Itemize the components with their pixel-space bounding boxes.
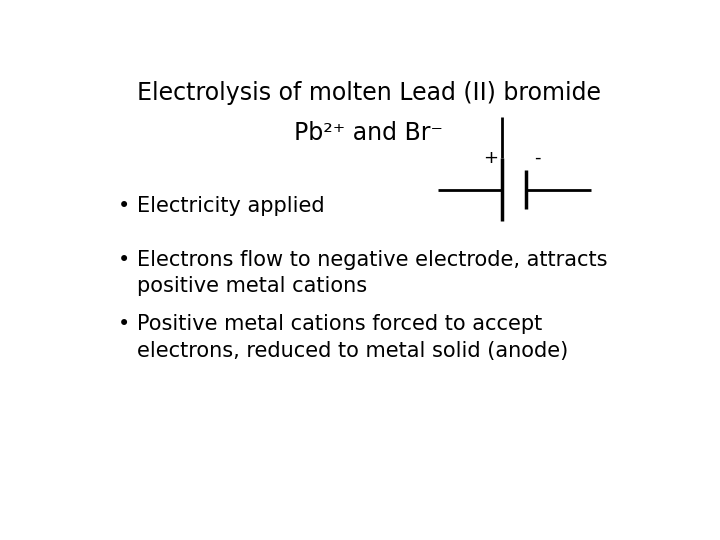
Text: •: •	[118, 314, 130, 334]
Text: +: +	[483, 148, 498, 167]
Text: Electricity applied: Electricity applied	[138, 196, 325, 216]
Text: -: -	[534, 148, 541, 167]
Text: Positive metal cations forced to accept
electrons, reduced to metal solid (anode: Positive metal cations forced to accept …	[138, 314, 569, 361]
Text: Electrons flow to negative electrode, attracts
positive metal cations: Electrons flow to negative electrode, at…	[138, 250, 608, 296]
Text: •: •	[118, 196, 130, 216]
Text: •: •	[118, 250, 130, 270]
Text: Pb²⁺ and Br⁻: Pb²⁺ and Br⁻	[294, 121, 444, 145]
Text: Electrolysis of molten Lead (II) bromide: Electrolysis of molten Lead (II) bromide	[137, 82, 601, 105]
